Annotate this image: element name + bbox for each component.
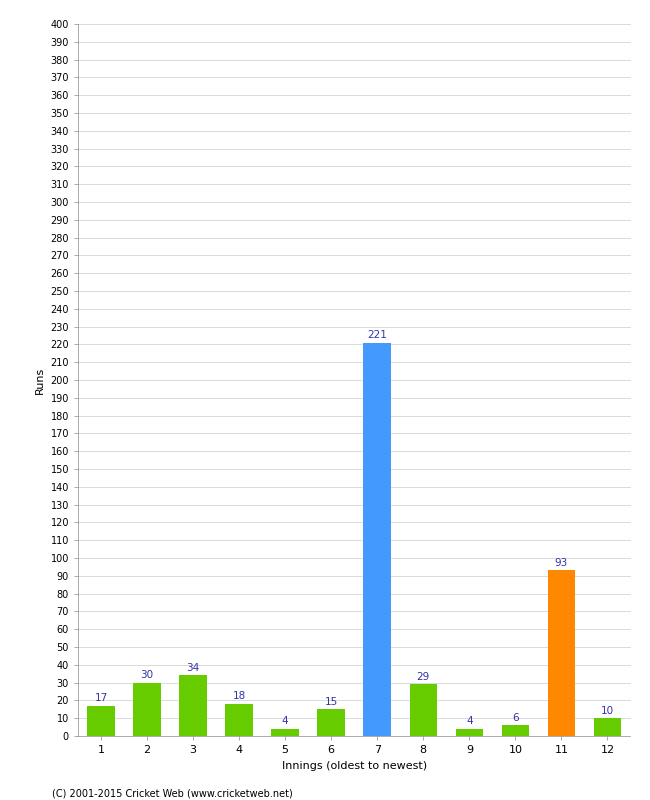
Bar <box>410 684 437 736</box>
Bar <box>593 718 621 736</box>
Text: 93: 93 <box>555 558 568 568</box>
Bar <box>272 729 299 736</box>
Text: 30: 30 <box>140 670 153 680</box>
Text: 29: 29 <box>417 672 430 682</box>
Bar <box>179 675 207 736</box>
Text: 18: 18 <box>233 691 246 702</box>
Y-axis label: Runs: Runs <box>35 366 45 394</box>
Bar <box>226 704 253 736</box>
Text: 4: 4 <box>466 716 473 726</box>
Bar <box>547 570 575 736</box>
Bar <box>456 729 483 736</box>
Text: 221: 221 <box>367 330 387 340</box>
Text: 17: 17 <box>94 693 108 703</box>
Text: (C) 2001-2015 Cricket Web (www.cricketweb.net): (C) 2001-2015 Cricket Web (www.cricketwe… <box>52 788 292 798</box>
Bar <box>317 710 345 736</box>
Bar <box>133 682 161 736</box>
Text: 4: 4 <box>282 716 289 726</box>
Text: 15: 15 <box>324 697 338 706</box>
Text: 10: 10 <box>601 706 614 715</box>
Text: 34: 34 <box>187 663 200 673</box>
Bar <box>502 726 529 736</box>
Bar <box>363 342 391 736</box>
Text: 6: 6 <box>512 713 519 722</box>
X-axis label: Innings (oldest to newest): Innings (oldest to newest) <box>281 761 427 770</box>
Bar <box>87 706 115 736</box>
